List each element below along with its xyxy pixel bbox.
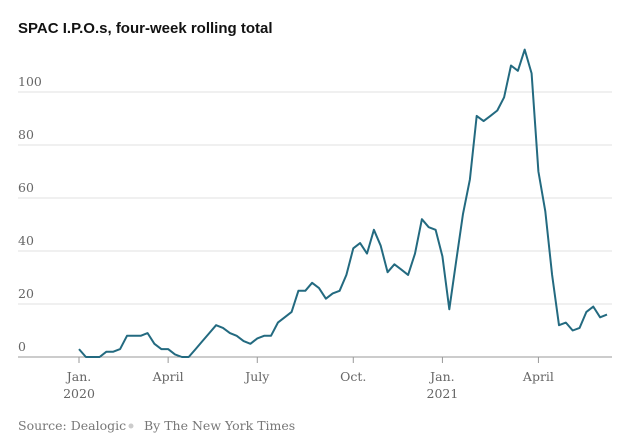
y-tick-label: 20 <box>18 286 34 301</box>
x-tick-label: July <box>243 369 270 384</box>
separator <box>128 423 134 429</box>
y-tick-label: 60 <box>18 180 34 195</box>
x-tick-label: Jan. 2020 <box>63 369 95 401</box>
credit: By The New York Times <box>144 418 295 433</box>
y-tick-label: 100 <box>18 74 42 89</box>
y-tick-label: 0 <box>18 339 26 354</box>
x-tick-label: April <box>152 369 184 384</box>
x-tick-label: Oct. <box>340 369 366 384</box>
source: Source: Dealogic <box>18 418 126 433</box>
x-tick-label: April <box>522 369 554 384</box>
x-tick-label: Jan. 2021 <box>427 369 459 401</box>
line <box>78 48 608 358</box>
chart-title: SPAC I.P.O.s, four-week rolling total <box>18 20 273 37</box>
y-tick-label: 40 <box>18 233 34 248</box>
y-tick-label: 80 <box>18 127 34 142</box>
